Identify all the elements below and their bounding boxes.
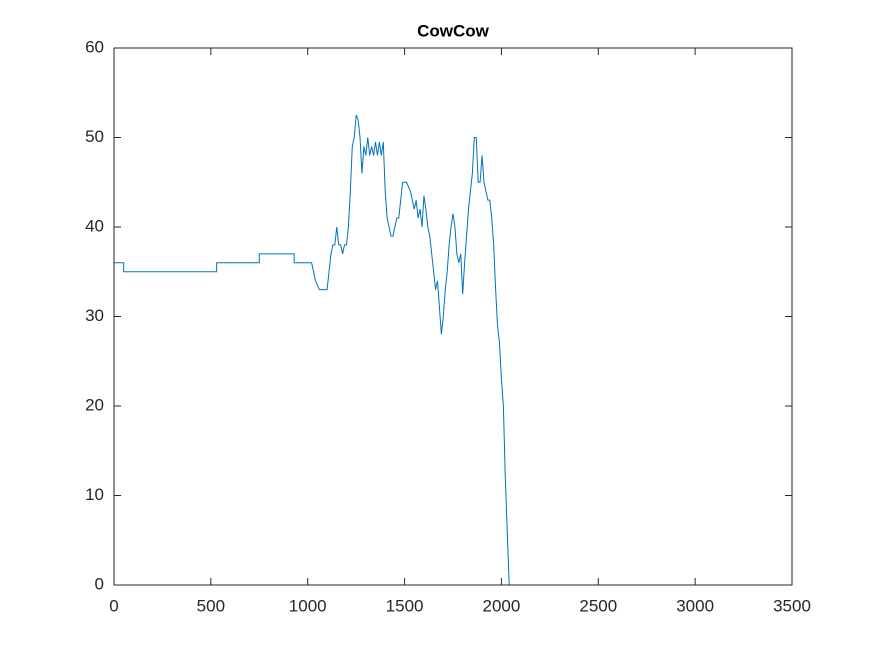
y-tick-label: 50	[85, 127, 104, 146]
y-tick-label: 40	[85, 216, 104, 235]
chart-title: CowCow	[417, 21, 490, 40]
y-tick-label: 60	[85, 37, 104, 56]
x-tick-label: 1000	[289, 596, 327, 615]
y-tick-label: 30	[85, 306, 104, 325]
data-line	[114, 114, 709, 586]
x-tick-label: 3500	[773, 596, 811, 615]
x-tick-label: 1500	[386, 596, 424, 615]
y-tick-label: 20	[85, 395, 104, 414]
x-tick-label: 3000	[676, 596, 714, 615]
x-tick-label: 500	[197, 596, 225, 615]
x-tick-label: 0	[109, 596, 118, 615]
y-tick-label: 10	[85, 485, 104, 504]
x-tick-label: 2000	[483, 596, 521, 615]
x-tick-label: 2500	[579, 596, 617, 615]
y-tick-label: 0	[95, 574, 104, 593]
